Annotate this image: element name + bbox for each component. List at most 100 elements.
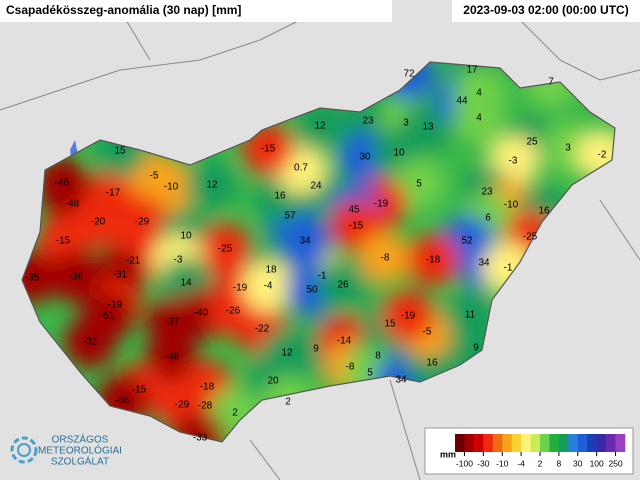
legend-swatch <box>615 434 626 452</box>
station-value: 10 <box>393 148 405 159</box>
station-value: -15 <box>56 236 71 247</box>
anomaly-area <box>242 260 294 312</box>
legend-swatch <box>483 434 494 452</box>
legend-swatch <box>540 434 550 452</box>
station-value: -18 <box>200 382 215 393</box>
station-value: -29 <box>175 400 190 411</box>
station-value: 4 <box>476 88 482 99</box>
station-value: 7 <box>548 77 554 88</box>
station-value: 57 <box>284 211 296 222</box>
station-value: 8 <box>375 351 381 362</box>
station-value: -19 <box>108 300 123 311</box>
legend-label: 250 <box>608 458 622 468</box>
station-value: 6 <box>485 213 491 224</box>
anomaly-area <box>199 223 251 275</box>
station-value: -20 <box>91 217 106 228</box>
logo-text: ORSZÁGOS <box>52 433 109 446</box>
station-value: 72 <box>403 69 415 80</box>
station-value: -15 <box>132 385 147 396</box>
station-value: -1 <box>504 263 513 274</box>
station-value: 5 <box>416 179 422 190</box>
station-value: -19 <box>374 199 389 210</box>
legend-swatch <box>521 434 531 452</box>
time-box <box>452 0 640 22</box>
legend-swatch <box>530 434 541 452</box>
anomaly-area <box>317 259 369 311</box>
anomaly-area <box>407 234 459 286</box>
anomaly-area <box>116 196 168 248</box>
station-value: -8 <box>381 253 390 264</box>
station-value: 13 <box>422 122 434 133</box>
station-value: 15 <box>384 319 396 330</box>
station-value: 52 <box>461 236 473 247</box>
logo: ORSZÁGOS METEOROLÓGIAI SZOLGÁLAT <box>10 433 122 468</box>
station-value: -25 <box>523 232 538 243</box>
station-value: 5 <box>367 368 373 379</box>
anomaly-area <box>22 252 58 304</box>
station-value: 16 <box>538 206 550 217</box>
station-value: -33 <box>193 433 208 444</box>
anomaly-area <box>359 232 411 284</box>
station-value: 15 <box>114 146 126 157</box>
station-value: -15 <box>349 221 364 232</box>
station-value: -3 <box>174 255 183 266</box>
legend-swatch <box>549 434 560 452</box>
station-value: 9 <box>313 344 319 355</box>
anomaly-area <box>146 331 198 383</box>
station-value: -14 <box>337 336 352 347</box>
borders <box>0 9 640 481</box>
legend-unit: mm <box>440 449 456 459</box>
legend-swatch <box>606 434 616 452</box>
station-value: -46 <box>115 396 130 407</box>
legend-swatch <box>492 434 503 452</box>
station-value: -17 <box>106 188 121 199</box>
station-value: 34 <box>478 258 490 269</box>
anomaly-area <box>576 129 615 181</box>
station-value: 25 <box>526 137 538 148</box>
legend-label: 8 <box>557 458 562 468</box>
anomaly-area <box>50 251 102 303</box>
legend-label: 30 <box>573 458 583 468</box>
station-value: 26 <box>337 280 349 291</box>
station-value: 20 <box>267 376 279 387</box>
logo-text: SZOLGÁLAT <box>51 455 109 468</box>
station-value: 24 <box>310 181 322 192</box>
station-value: -32 <box>83 337 98 348</box>
station-value: 0.7 <box>294 163 308 174</box>
station-value: -40 <box>194 308 209 319</box>
station-value: -22 <box>255 324 270 335</box>
station-value: -28 <box>198 401 213 412</box>
station-value: 45 <box>348 205 360 216</box>
station-value: 23 <box>481 187 493 198</box>
station-value: -46 <box>55 178 70 189</box>
station-value: 12 <box>281 348 293 359</box>
station-value: -36 <box>69 272 84 283</box>
station-value: -37 <box>165 317 180 328</box>
anomaly-area <box>453 92 505 144</box>
anomaly-area <box>64 316 116 368</box>
station-value: -5 <box>423 327 432 338</box>
station-value: -51 <box>100 311 115 322</box>
station-value: 30 <box>359 152 371 163</box>
station-value: 12 <box>206 180 218 191</box>
station-value: 10 <box>180 231 192 242</box>
anomaly-area <box>145 161 197 213</box>
legend-swatch <box>455 434 465 452</box>
station-value: 4 <box>476 113 482 124</box>
legend-swatch <box>464 434 475 452</box>
anomaly-area <box>382 290 434 342</box>
station-value: 23 <box>362 116 374 127</box>
time: 2023-09-03 02:00 (00:00 UTC) <box>463 3 628 17</box>
legend-label: 2 <box>538 458 543 468</box>
station-value: -35 <box>25 273 40 284</box>
station-value: -2 <box>598 150 607 161</box>
legend-label: -100 <box>456 458 473 468</box>
station-value: 18 <box>265 265 277 276</box>
station-value: -31 <box>113 270 128 281</box>
station-value: -21 <box>126 256 141 267</box>
station-value: -26 <box>226 306 241 317</box>
legend-label: -10 <box>496 458 509 468</box>
station-value: -4 <box>264 281 273 292</box>
legend-label: 100 <box>590 458 604 468</box>
